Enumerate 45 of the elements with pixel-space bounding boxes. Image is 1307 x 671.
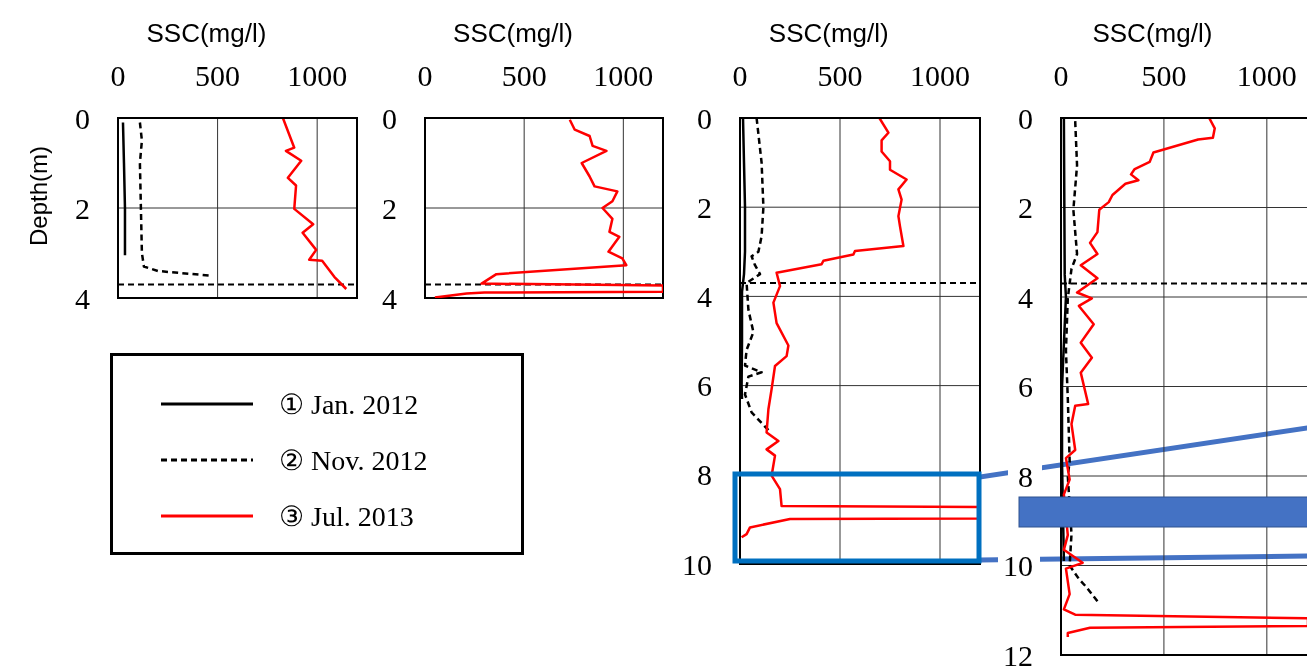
y-tick-label: 6 bbox=[1018, 370, 1033, 404]
y-tick-label: 8 bbox=[697, 458, 712, 492]
y-tick-label: 4 bbox=[1018, 280, 1033, 314]
x-tick-label: 0 bbox=[732, 59, 748, 92]
x-tick-label: 500 bbox=[501, 59, 547, 92]
x-axis-title: SSC(mg/l) bbox=[1092, 18, 1213, 48]
x-tick-label: 500 bbox=[1141, 59, 1187, 92]
x-axis-title: SSC(mg/l) bbox=[146, 18, 267, 48]
y-tick-label: 10 bbox=[682, 547, 712, 581]
line-series bbox=[740, 118, 980, 539]
x-tick-label: 0 bbox=[1053, 59, 1069, 92]
x-tick-label: 500 bbox=[195, 59, 241, 92]
y-tick-label: 2 bbox=[75, 191, 90, 225]
line-series bbox=[138, 121, 210, 277]
y-tick-label: 0 bbox=[1018, 101, 1033, 135]
line-series bbox=[121, 121, 127, 257]
legend-label: ② Nov. 2012 bbox=[279, 443, 428, 477]
y-tick-label: 4 bbox=[75, 281, 90, 315]
x-tick-label: 0 bbox=[417, 59, 433, 92]
x-tick-label: 500 bbox=[817, 59, 863, 92]
x-axis-title: SSC(mg/l) bbox=[768, 18, 889, 48]
y-tick-label: 0 bbox=[75, 101, 90, 135]
y-tick-label: 12 bbox=[1003, 638, 1033, 671]
y-tick-label: 8 bbox=[1018, 459, 1033, 493]
y-axis-title: Depth(m) bbox=[24, 145, 52, 247]
x-tick-label: 1000 bbox=[1236, 59, 1297, 92]
line-series bbox=[281, 118, 348, 291]
legend-label: ③ Jul. 2013 bbox=[279, 499, 414, 533]
y-tick-label: 0 bbox=[382, 101, 397, 135]
x-axis-title: SSC(mg/l) bbox=[453, 18, 574, 48]
x-tick-label: 1000 bbox=[910, 59, 970, 92]
y-tick-label: 2 bbox=[697, 190, 712, 224]
y-tick-label: 4 bbox=[382, 281, 397, 315]
line-series bbox=[1062, 118, 1307, 639]
x-tick-label: 0 bbox=[110, 59, 126, 92]
x-tick-label: 1000 bbox=[287, 59, 348, 92]
line-series bbox=[433, 118, 663, 298]
y-tick-label: 0 bbox=[697, 101, 712, 135]
y-tick-label: 6 bbox=[697, 369, 712, 403]
y-tick-label: 2 bbox=[1018, 191, 1033, 225]
legend-label: ① Jan. 2012 bbox=[279, 387, 419, 421]
y-tick-label: 4 bbox=[697, 280, 712, 314]
y-tick-label: 10 bbox=[1003, 549, 1033, 583]
y-tick-label: 2 bbox=[382, 191, 397, 225]
x-tick-label: 1000 bbox=[593, 59, 654, 92]
